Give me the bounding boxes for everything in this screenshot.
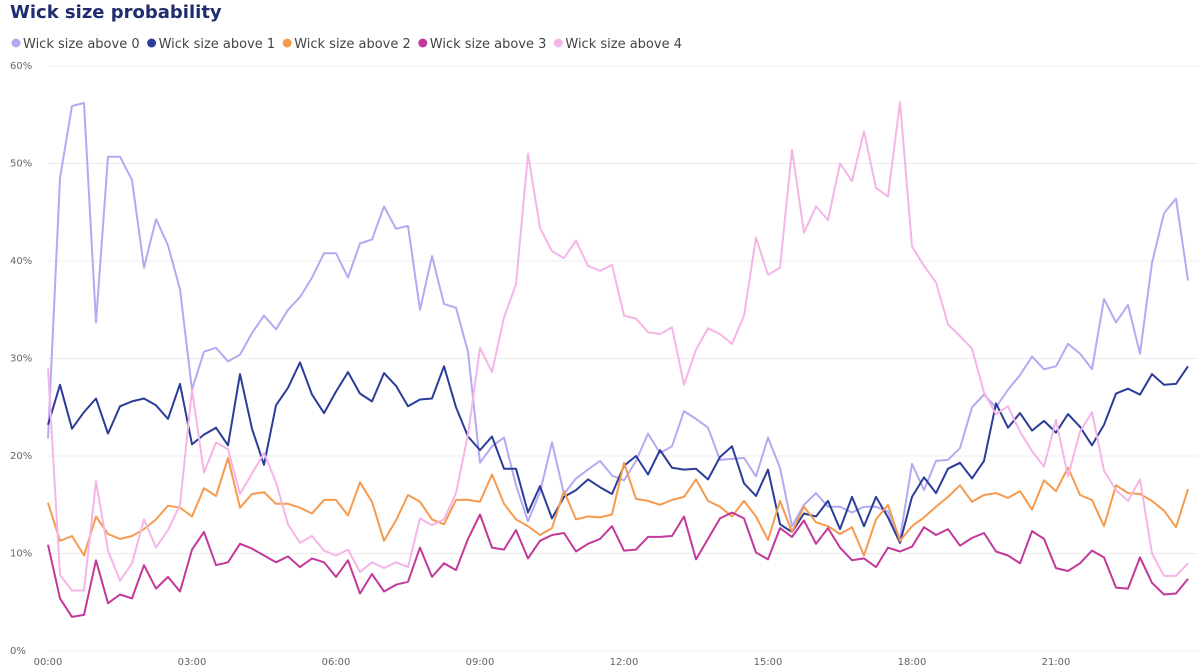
- chart-title: Wick size probability: [10, 2, 222, 23]
- legend: Wick size above 0 Wick size above 1 Wick s…: [11, 37, 682, 52]
- series-line: [47, 101, 1189, 592]
- x-tick-label: 12:00: [610, 657, 639, 668]
- y-tick-label: 60%: [10, 61, 32, 72]
- x-tick-label: 06:00: [322, 657, 351, 668]
- x-tick-label: 18:00: [898, 657, 927, 668]
- legend-marker: [418, 38, 428, 48]
- legend-marker: [11, 38, 21, 48]
- y-tick-label: 30%: [10, 354, 32, 365]
- legend-marker: [147, 38, 157, 48]
- series-line: [47, 102, 1189, 540]
- x-tick-label: 09:00: [466, 657, 495, 668]
- legend-label: Wick size above 1: [159, 37, 276, 52]
- y-tick-label: 50%: [10, 159, 32, 170]
- legend-marker: [553, 38, 563, 48]
- series-line: [47, 361, 1189, 544]
- x-tick-label: 21:00: [1042, 657, 1071, 668]
- y-tick-label: 40%: [10, 256, 32, 267]
- legend-label: Wick size above 3: [430, 37, 547, 52]
- x-tick-label: 15:00: [754, 657, 783, 668]
- x-tick-label: 03:00: [178, 657, 207, 668]
- legend-label: Wick size above 2: [294, 37, 411, 52]
- series-line: [47, 511, 1189, 618]
- legend-label: Wick size above 0: [23, 37, 140, 52]
- y-tick-label: 0%: [10, 646, 26, 657]
- legend-marker: [282, 38, 292, 48]
- y-tick-label: 10%: [10, 549, 32, 560]
- y-tick-label: 20%: [10, 451, 32, 462]
- series-line: [47, 456, 1189, 557]
- legend-label: Wick size above 4: [565, 37, 682, 52]
- x-tick-label: 00:00: [34, 657, 63, 668]
